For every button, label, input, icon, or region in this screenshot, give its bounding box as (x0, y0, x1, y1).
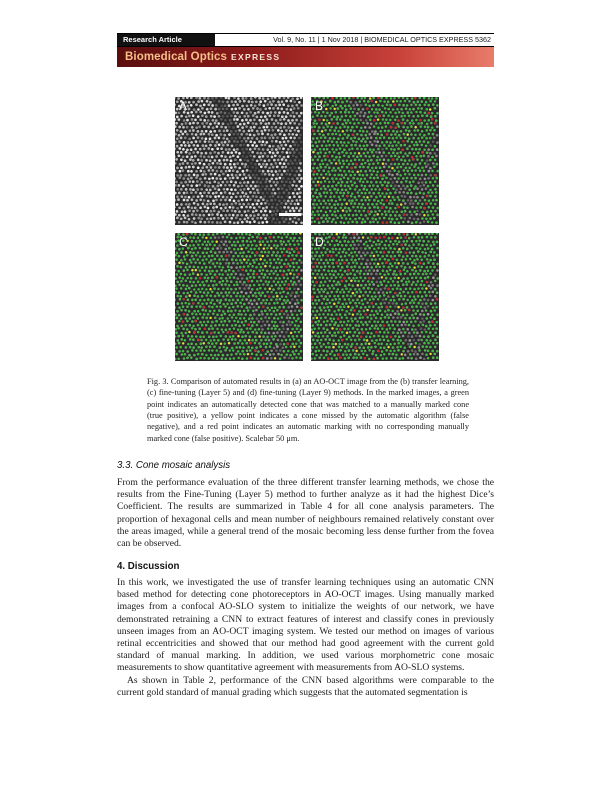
panel-d-label: D (315, 235, 324, 249)
figure-panel-a: A (175, 97, 303, 225)
panel-b-label: B (315, 99, 324, 113)
figure-panel-b: B (311, 97, 439, 225)
figure-panel-d: D (311, 233, 439, 361)
discussion-paragraph-2: As shown in Table 2, performance of the … (117, 675, 494, 699)
figure-caption: Fig. 3. Comparison of automated results … (147, 377, 469, 443)
article-type-tag: Research Article (117, 34, 215, 46)
scale-bar (279, 213, 301, 216)
journal-brand-suffix: EXPRESS (231, 52, 281, 62)
panel-b-image (311, 97, 439, 225)
panel-a-label: A (179, 99, 188, 113)
journal-header: Research Article Vol. 9, No. 11 | 1 Nov … (117, 33, 494, 47)
panel-c-image (175, 233, 303, 361)
cone-mosaic (311, 97, 439, 225)
journal-brand: Biomedical Optics (125, 51, 228, 63)
journal-banner: Biomedical Optics EXPRESS (117, 47, 494, 67)
section-3-3-paragraph: From the performance evaluation of the t… (117, 477, 494, 550)
journal-issue-info: Vol. 9, No. 11 | 1 Nov 2018 | BIOMEDICAL… (273, 35, 491, 44)
panel-c-label: C (179, 235, 188, 249)
section-4-title: 4. Discussion (117, 561, 180, 572)
section-3-3-title: 3.3. Cone mosaic analysis (117, 460, 231, 471)
discussion-paragraph-1: In this work, we investigated the use of… (117, 577, 494, 674)
cone-mosaic (311, 233, 439, 361)
panel-a-image (175, 97, 303, 225)
cone-mosaic (175, 233, 303, 361)
cone-mosaic (175, 97, 303, 225)
figure-panel-c: C (175, 233, 303, 361)
panel-d-image (311, 233, 439, 361)
